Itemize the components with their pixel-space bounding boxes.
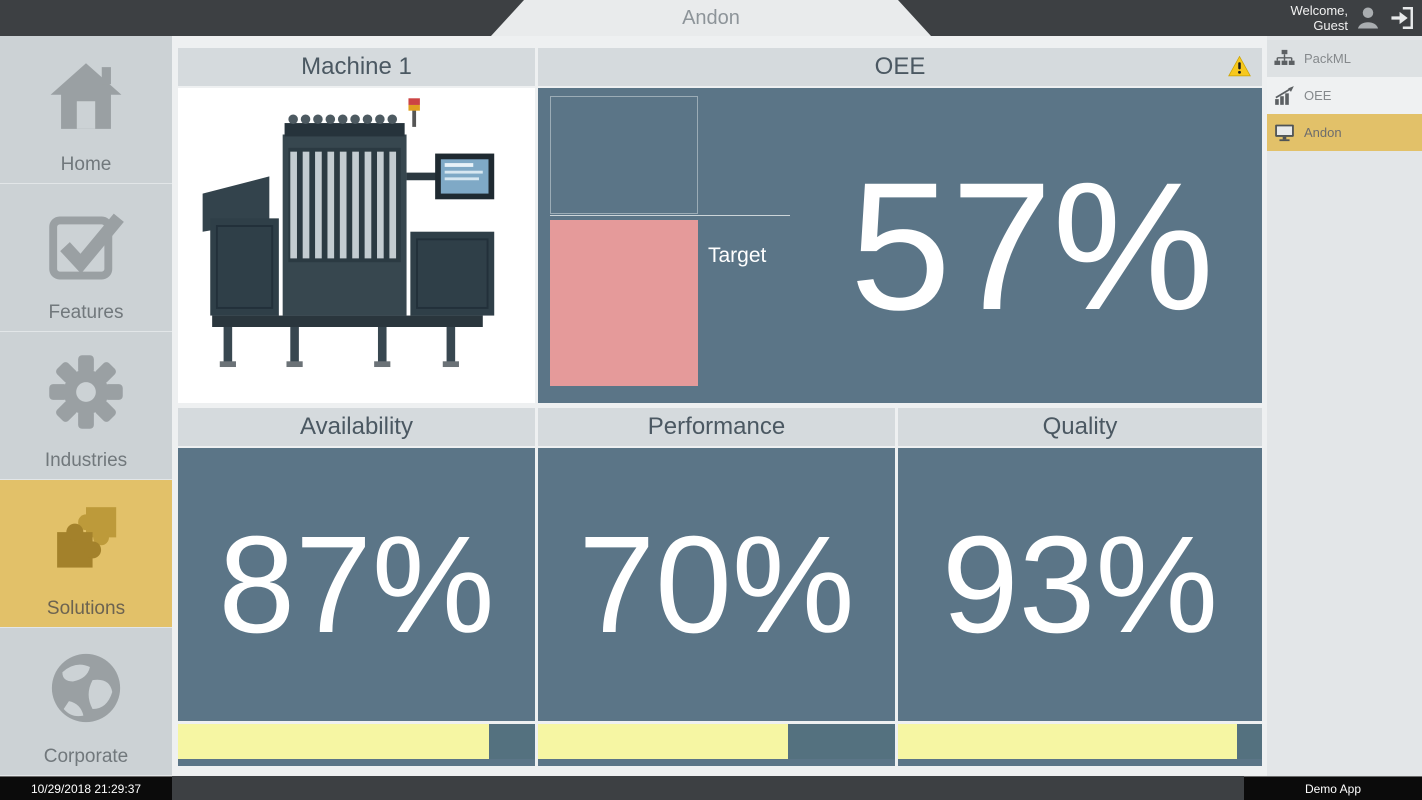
kpi-panel-quality: Quality 93% [898, 408, 1262, 766]
oee-panel-title: OEE [874, 53, 926, 80]
kpi-panel-performance: Performance 70% [538, 408, 895, 766]
right-nav-label: OEE [1304, 88, 1332, 103]
warning-icon[interactable] [1227, 55, 1252, 78]
machine-panel-body [178, 88, 535, 403]
kpi-progress-fill [898, 724, 1237, 759]
globe-icon [51, 653, 121, 723]
kpi-progress-track [538, 724, 895, 759]
kpi-progress-track [898, 724, 1262, 759]
gear-icon [49, 355, 123, 429]
kpi-progress-fill [538, 724, 788, 759]
machine-panel: Machine 1 [178, 48, 535, 403]
right-nav-item-andon[interactable]: Andon [1267, 114, 1422, 151]
hierarchy-icon [1274, 49, 1295, 65]
oee-panel-body: Target 57% [538, 88, 1262, 403]
sidebar-item-features[interactable]: Features [0, 184, 172, 332]
user-icon[interactable] [1354, 4, 1382, 32]
monitor-icon [1275, 124, 1294, 142]
sidebar-item-label: Features [48, 302, 124, 323]
welcome-line1: Welcome, [1290, 3, 1348, 18]
kpi-panel-body: 93% [898, 448, 1262, 766]
sidebar-item-solutions[interactable]: Solutions [0, 480, 172, 628]
status-bar: 10/29/2018 21:29:37 Demo App [0, 776, 1422, 800]
oee-target-line [550, 215, 790, 216]
kpi-progress-fill [178, 724, 489, 759]
oee-shortfall-bar [550, 220, 698, 386]
sidebar-item-home[interactable]: Home [0, 36, 172, 184]
kpi-panel-header: Quality [898, 408, 1262, 446]
kpi-value: 93% [941, 508, 1219, 662]
sidebar-item-label: Home [60, 154, 112, 175]
right-nav-label: Andon [1304, 125, 1342, 140]
sidebar-item-industries[interactable]: Industries [0, 332, 172, 480]
oee-panel-header: OEE [538, 48, 1262, 86]
welcome-text: Welcome, Guest [1290, 3, 1348, 33]
sidebar-item-corporate[interactable]: Corporate [0, 628, 172, 776]
kpi-panel-title: Availability [300, 413, 413, 440]
right-nav-label: PackML [1304, 51, 1351, 66]
sidebar-item-label: Solutions [46, 598, 126, 619]
right-nav-item-packml[interactable]: PackML [1267, 40, 1422, 77]
oee-target-label: Target [708, 244, 767, 267]
home-icon [50, 63, 122, 129]
kpi-panel-body: 87% [178, 448, 535, 766]
kpi-panel-availability: Availability 87% [178, 408, 535, 766]
right-nav-item-oee[interactable]: OEE [1267, 77, 1422, 114]
app-name-display: Demo App [1244, 776, 1422, 800]
kpi-panel-title: Performance [647, 413, 786, 440]
welcome-line2: Guest [1313, 18, 1348, 33]
page-title: Andon [682, 6, 740, 29]
kpi-panel-title: Quality [1042, 413, 1118, 440]
checkbox-icon [49, 213, 124, 280]
datetime-display: 10/29/2018 21:29:37 [0, 776, 172, 800]
kpi-value: 70% [578, 508, 855, 662]
top-bar: Andon Welcome, Guest [0, 0, 1422, 36]
oee-value: 57% [849, 143, 1215, 348]
machine-image [202, 97, 494, 367]
sidebar-item-label: Industries [44, 450, 128, 471]
kpi-panel-header: Availability [178, 408, 535, 446]
machine-panel-header: Machine 1 [178, 48, 535, 86]
sidebar-item-label: Corporate [43, 746, 129, 767]
chart-icon [1275, 86, 1294, 105]
page-title-tab: Andon [491, 0, 931, 36]
kpi-panel-header: Performance [538, 408, 895, 446]
logout-icon[interactable] [1388, 5, 1416, 31]
kpi-progress-track [178, 724, 535, 759]
kpi-panel-body: 70% [538, 448, 895, 766]
oee-panel: OEE Target 57% [538, 48, 1262, 403]
left-sidebar: Home Features Indus [0, 36, 172, 776]
machine-panel-title: Machine 1 [301, 53, 412, 80]
puzzle-icon [57, 507, 117, 568]
kpi-value: 87% [218, 508, 495, 662]
oee-actual-bar [550, 96, 698, 214]
right-sidebar: PackML OEE Andon [1267, 36, 1422, 776]
